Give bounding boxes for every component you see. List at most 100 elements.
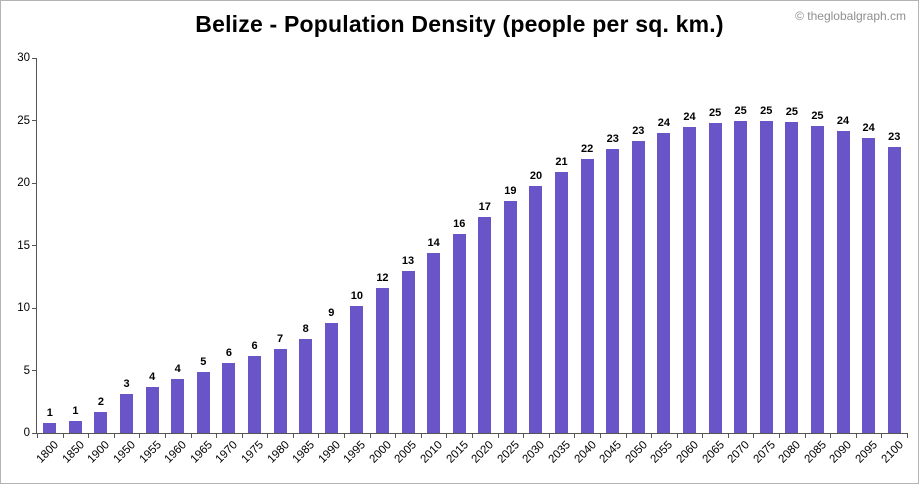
x-axis-label: 2060 xyxy=(674,439,701,466)
x-axis-tick xyxy=(164,433,166,438)
x-axis-tick xyxy=(472,433,473,438)
x-axis-tick xyxy=(395,433,397,438)
x-axis-tick xyxy=(113,433,115,438)
x-axis-label: 2045 xyxy=(597,439,625,466)
x-axis-tick xyxy=(881,433,883,438)
x-axis-label: 1965 xyxy=(188,439,215,466)
bar xyxy=(324,323,338,433)
bar-value-label: 4 xyxy=(174,363,181,376)
x-axis-label: 2025 xyxy=(495,439,522,466)
x-axis-label: 2010 xyxy=(418,439,446,466)
bar xyxy=(350,305,364,433)
bar-value-label: 3 xyxy=(123,378,130,391)
bar xyxy=(68,420,82,433)
bar xyxy=(836,130,850,433)
bar xyxy=(94,411,108,433)
y-axis-label: 15 xyxy=(17,239,30,252)
y-axis-tick xyxy=(32,57,37,59)
bar xyxy=(248,355,261,433)
x-axis-label: 2000 xyxy=(367,439,394,466)
bar-value-label: 1 xyxy=(46,407,53,419)
x-axis-tick xyxy=(625,433,627,438)
bar-value-label: 6 xyxy=(251,339,258,352)
bar xyxy=(503,200,517,433)
x-axis-tick xyxy=(37,433,38,438)
x-axis-tick xyxy=(62,433,64,438)
x-axis-label: 2065 xyxy=(699,439,727,466)
x-axis-label: 1955 xyxy=(137,439,164,466)
bar-value-label: 23 xyxy=(606,133,619,146)
x-axis-tick xyxy=(523,433,525,438)
x-axis-label: 2005 xyxy=(392,439,420,466)
bar-value-label: 25 xyxy=(734,104,747,117)
x-axis-label: 1800 xyxy=(34,439,62,466)
x-axis-label: 1985 xyxy=(290,439,318,466)
bar-value-label: 22 xyxy=(581,143,594,156)
x-axis-label: 2080 xyxy=(776,439,804,466)
x-axis-tick xyxy=(779,433,781,438)
bar xyxy=(43,423,57,433)
bar-value-label: 13 xyxy=(401,254,415,267)
bar-value-label: 10 xyxy=(350,289,363,302)
bar xyxy=(145,386,159,433)
x-axis-tick xyxy=(599,433,601,438)
bar xyxy=(401,270,415,433)
bar-value-label: 6 xyxy=(225,347,232,359)
x-axis-tick xyxy=(190,433,192,438)
x-axis-tick xyxy=(676,433,678,438)
bar-value-label: 25 xyxy=(708,107,722,119)
x-axis-tick xyxy=(369,433,371,438)
bar xyxy=(478,216,492,433)
y-axis-tick xyxy=(32,245,37,246)
bar-value-label: 24 xyxy=(836,114,850,127)
bar-value-label: 24 xyxy=(862,122,875,134)
bar xyxy=(631,140,645,433)
x-axis-label: 2015 xyxy=(444,439,471,466)
x-axis-tick xyxy=(830,433,832,438)
x-axis-label: 2090 xyxy=(827,439,855,466)
bar xyxy=(375,288,389,433)
bar-value-label: 14 xyxy=(427,237,440,249)
bar xyxy=(759,120,773,433)
bar-value-label: 23 xyxy=(888,130,901,143)
x-axis-label: 2050 xyxy=(623,439,650,466)
x-axis-label: 2100 xyxy=(879,439,906,466)
x-axis-tick xyxy=(497,433,499,438)
y-axis-tick xyxy=(32,120,37,121)
x-axis-label: 2030 xyxy=(520,439,548,466)
x-axis-tick xyxy=(139,433,141,438)
x-axis-label: 2070 xyxy=(725,439,753,466)
x-axis-label: 2095 xyxy=(853,439,881,466)
x-axis-label: 2020 xyxy=(469,439,497,466)
bar xyxy=(273,349,287,433)
y-axis-label: 10 xyxy=(17,302,30,314)
x-axis-tick xyxy=(446,433,448,438)
x-axis-label: 2085 xyxy=(802,439,829,466)
bar xyxy=(606,149,620,433)
bar-value-label: 25 xyxy=(785,105,798,118)
bar xyxy=(708,123,722,433)
x-axis-tick xyxy=(907,433,908,438)
bar-value-label: 5 xyxy=(200,355,207,368)
bar-value-label: 7 xyxy=(277,333,284,346)
copyright-text: © theglobalgraph.cm xyxy=(795,9,906,23)
bar xyxy=(580,159,594,433)
x-axis-label: 1980 xyxy=(264,439,292,466)
x-axis-tick xyxy=(651,433,653,438)
bar-value-label: 2 xyxy=(97,395,105,408)
bar-value-label: 24 xyxy=(657,117,671,129)
bar xyxy=(299,339,313,433)
y-axis-label: 5 xyxy=(23,364,30,377)
y-axis-label: 25 xyxy=(17,114,30,127)
x-axis-tick xyxy=(344,433,346,438)
bar xyxy=(785,121,799,433)
x-axis-label: 1995 xyxy=(341,439,369,466)
bar xyxy=(529,185,543,433)
bar xyxy=(196,371,210,433)
x-axis-label: 1850 xyxy=(60,439,87,466)
x-axis-label: 1900 xyxy=(85,439,113,466)
y-axis-label: 0 xyxy=(23,427,30,439)
x-axis-label: 1975 xyxy=(239,439,266,466)
bar xyxy=(810,125,824,433)
